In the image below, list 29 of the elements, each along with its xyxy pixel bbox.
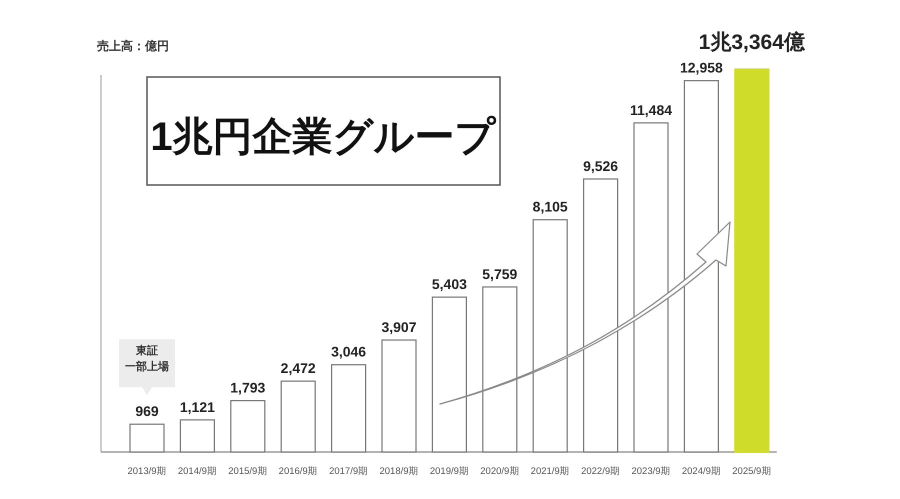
data-label: 2,472 (280, 360, 316, 376)
y-axis-title: 売上高：億円 (97, 39, 169, 53)
x-tick-label: 2013/9期 (127, 465, 167, 477)
x-tick-label: 2016/9期 (278, 465, 318, 477)
data-label: 969 (135, 403, 159, 420)
data-label: 12,958 (680, 60, 724, 76)
x-tick-label: 2020/9期 (480, 465, 520, 477)
data-label: 9,526 (583, 158, 618, 174)
annotation: 1兆円企業グループ (150, 115, 497, 159)
data-label: 3,046 (331, 344, 366, 360)
data-label: 5,759 (482, 266, 518, 282)
data-label: 1,793 (230, 380, 266, 396)
x-tick-label: 2022/9期 (581, 465, 620, 477)
x-tick-label: 2017/9期 (329, 465, 368, 477)
data-label: 1,121 (180, 398, 216, 415)
x-tick-label: 2015/9期 (228, 465, 268, 477)
x-tick-label: 2019/9期 (430, 465, 469, 477)
x-tick-label: 2024/9期 (682, 465, 721, 477)
x-tick-label: 2018/9期 (379, 465, 419, 477)
x-tick-label: 2023/9期 (631, 465, 671, 477)
annotation: 1兆3,364億 (698, 30, 806, 54)
annotation: 東証一部上場 (125, 344, 169, 374)
data-label: 8,105 (532, 198, 568, 215)
x-tick-label: 2014/9期 (178, 465, 217, 477)
data-label: 5,403 (432, 276, 468, 292)
x-tick-label: 2021/9期 (530, 465, 570, 477)
data-label: 3,907 (381, 319, 417, 336)
data-label: 11,484 (630, 102, 672, 118)
x-tick-label: 2025/9期 (732, 465, 772, 477)
